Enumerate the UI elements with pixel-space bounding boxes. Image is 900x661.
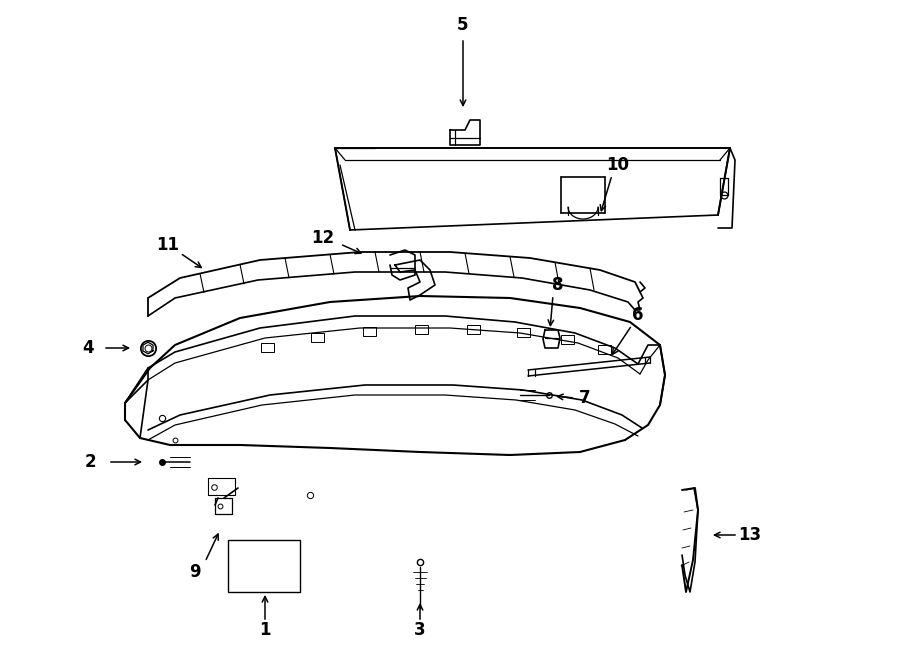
Text: 4: 4 [82,339,94,357]
Text: 2: 2 [85,453,95,471]
Text: 8: 8 [553,276,563,294]
Bar [598,345,611,354]
Text: 1: 1 [259,621,271,639]
Bar [517,328,530,337]
Text: 9: 9 [189,563,201,581]
Text: 12: 12 [311,229,335,247]
Bar [363,327,376,336]
Bar [415,325,428,334]
Bar [261,343,274,352]
Text: 3: 3 [414,621,426,639]
Bar [467,325,480,334]
Bar [228,540,300,592]
Text: 6: 6 [632,306,644,324]
Text: 10: 10 [607,156,629,174]
Bar [311,333,324,342]
Text: 5: 5 [457,16,469,34]
Text: 13: 13 [738,526,761,544]
Text: 11: 11 [157,236,179,254]
Bar [561,335,574,344]
Text: 7: 7 [580,389,590,407]
